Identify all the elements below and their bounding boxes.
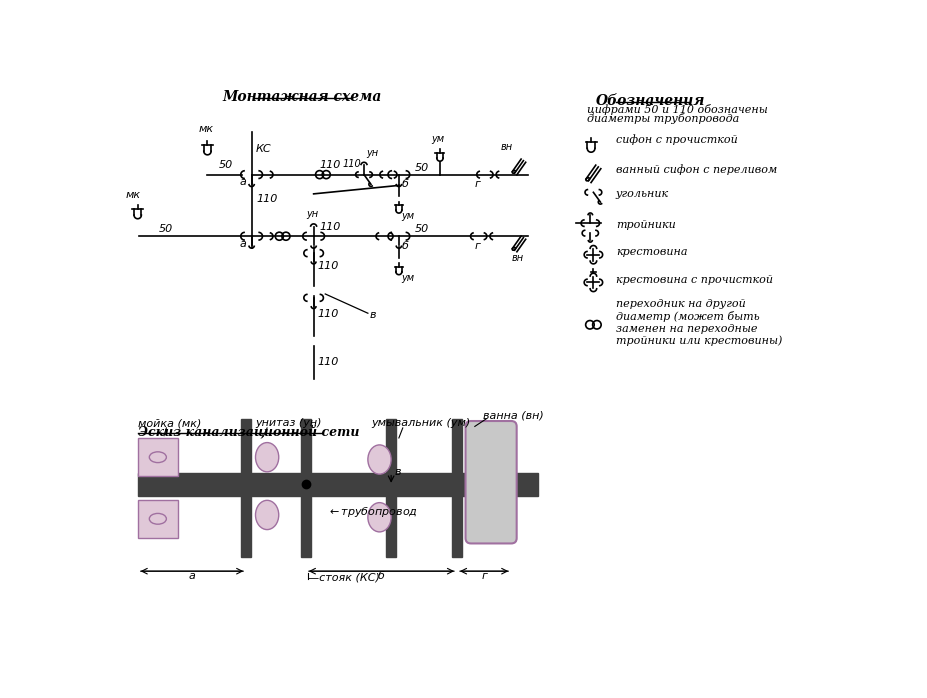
- Text: 50: 50: [159, 224, 172, 235]
- Text: в: в: [395, 467, 401, 477]
- Text: б: б: [400, 179, 408, 189]
- Text: 110: 110: [317, 357, 338, 367]
- Ellipse shape: [255, 443, 278, 472]
- Text: 50: 50: [219, 161, 233, 170]
- Ellipse shape: [149, 452, 166, 463]
- Text: в: в: [369, 310, 375, 320]
- Text: угольник: угольник: [616, 189, 668, 199]
- Text: ум: ум: [400, 211, 413, 221]
- Text: 110: 110: [317, 309, 338, 319]
- Text: Эскиз канализационной сети: Эскиз канализационной сети: [137, 425, 359, 438]
- Text: крестовина с прочисткой: крестовина с прочисткой: [616, 275, 772, 285]
- Text: цифрами 50 и 110 обозначены: цифрами 50 и 110 обозначены: [587, 104, 768, 115]
- Text: 50: 50: [414, 163, 428, 173]
- Ellipse shape: [255, 500, 278, 530]
- Text: умывальник (ум): умывальник (ум): [372, 418, 471, 429]
- Text: ванный сифон с переливом: ванный сифон с переливом: [616, 164, 776, 174]
- Text: а: а: [188, 571, 196, 581]
- Text: а: а: [240, 239, 247, 249]
- Ellipse shape: [367, 445, 390, 474]
- Text: ун: ун: [306, 209, 318, 219]
- Text: а: а: [240, 177, 247, 187]
- Text: 50: 50: [414, 224, 428, 235]
- Text: 110: 110: [317, 260, 338, 271]
- Bar: [386, 496, 396, 557]
- Text: мк: мк: [198, 124, 214, 134]
- Text: КС: КС: [255, 144, 271, 154]
- Text: 110: 110: [320, 222, 341, 232]
- Bar: [451, 496, 462, 557]
- Text: 110: 110: [342, 159, 361, 169]
- Bar: [137, 500, 178, 538]
- Text: г: г: [475, 179, 480, 189]
- Text: ванна (вн): ванна (вн): [482, 410, 542, 421]
- Ellipse shape: [367, 503, 390, 532]
- Bar: [137, 438, 178, 477]
- Text: —стояк (КС): —стояк (КС): [308, 572, 380, 582]
- Text: переходник на другой
диаметр (может быть
заменен на переходные
тройники или крес: переходник на другой диаметр (может быть…: [616, 299, 781, 346]
- Text: сифон с прочисткой: сифон с прочисткой: [616, 135, 737, 145]
- Text: Монтажная схема: Монтажная схема: [222, 90, 381, 104]
- Text: 110: 110: [256, 193, 277, 204]
- Bar: [241, 419, 251, 473]
- Text: Обозначения: Обозначения: [595, 94, 705, 107]
- Text: ум: ум: [400, 273, 413, 283]
- Text: мк: мк: [125, 190, 140, 200]
- FancyBboxPatch shape: [465, 421, 516, 544]
- Text: г: г: [481, 571, 487, 581]
- Text: ум: ум: [431, 134, 444, 144]
- Bar: [300, 419, 311, 473]
- Bar: [386, 419, 396, 473]
- Ellipse shape: [149, 514, 166, 524]
- Bar: [451, 419, 462, 473]
- Bar: [300, 496, 311, 557]
- Text: ун: ун: [366, 148, 378, 158]
- Text: вн: вн: [500, 142, 512, 152]
- Bar: [137, 473, 538, 496]
- Text: мойка (мк): мойка (мк): [137, 418, 201, 429]
- Text: б: б: [377, 571, 385, 581]
- Text: г: г: [475, 241, 480, 251]
- Bar: [241, 496, 251, 557]
- Text: унитаз (ун): унитаз (ун): [255, 418, 322, 429]
- Text: тройники: тройники: [616, 220, 675, 230]
- Text: $\leftarrow$трубопровод: $\leftarrow$трубопровод: [326, 505, 417, 519]
- Text: крестовина: крестовина: [616, 247, 687, 258]
- Text: вн: вн: [511, 253, 523, 263]
- Text: б: б: [400, 241, 408, 251]
- Text: 110: 110: [320, 161, 341, 170]
- Text: диаметры трубопровода: диаметры трубопровода: [587, 113, 739, 124]
